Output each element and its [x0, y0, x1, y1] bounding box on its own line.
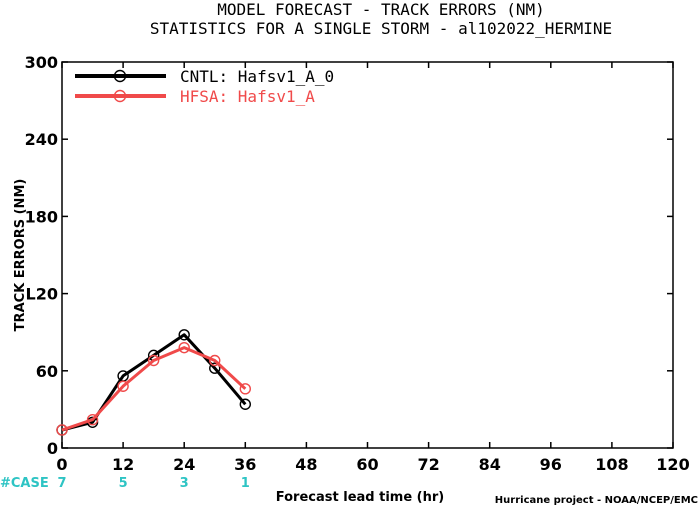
series-2-point — [56, 424, 68, 436]
series-2-point — [239, 383, 252, 395]
x-tick-label: 48 — [295, 455, 317, 474]
legend-entry-2: HFSA: Hafsv1_A — [180, 87, 315, 106]
series-2-point — [117, 380, 129, 392]
x-tick-label: 120 — [656, 455, 689, 474]
case-count: 5 — [119, 476, 128, 491]
series-1-point — [209, 362, 221, 374]
y-tick-label: 60 — [36, 362, 58, 381]
series-1-point — [178, 329, 190, 341]
plot-border — [61, 61, 674, 449]
x-tick-label: 96 — [540, 455, 562, 474]
x-tick-label: 12 — [112, 455, 134, 474]
case-counts: 7 5 3 1 — [57, 476, 249, 491]
y-axis: 0 60 L20 180 240 300 — [25, 53, 673, 458]
x-tick-label: 60 — [356, 455, 378, 474]
case-label: #CASE — [0, 476, 49, 491]
x-axis: 0 12 24 36 48 60 72 84 96 108 120 — [56, 62, 690, 474]
x-tick-label: 0 — [56, 455, 67, 474]
series-2-point — [147, 354, 160, 367]
y-tick-label: L20 — [26, 285, 58, 304]
case-count: 7 — [57, 476, 66, 491]
chart-title: MODEL FORECAST - TRACK ERRORS (NM) — [217, 0, 545, 19]
x-tick-label: 72 — [417, 455, 439, 474]
series-2-point — [209, 354, 221, 367]
series-2-point — [178, 341, 190, 354]
x-tick-label: 24 — [173, 455, 195, 474]
legend-marker-1 — [113, 69, 127, 83]
chart-subtitle: STATISTICS FOR A SINGLE STORM - al102022… — [150, 19, 612, 38]
x-tick-label: 84 — [479, 455, 501, 474]
y-axis-label: TRACK ERRORS (NM) — [13, 179, 28, 332]
case-count: 3 — [180, 476, 189, 491]
series-line-2 — [61, 346, 247, 432]
y-tick-label: 180 — [25, 207, 58, 226]
case-count: 1 — [241, 476, 250, 491]
legend-entry-1: CNTL: Hafsv1_A_0 — [180, 67, 334, 86]
series-layer — [56, 329, 252, 436]
legend-marker-2 — [113, 89, 127, 103]
y-tick-label: 0 — [47, 439, 58, 458]
series-1-point — [239, 398, 252, 410]
x-tick-label: 36 — [234, 455, 256, 474]
y-tick-label: 240 — [25, 130, 58, 149]
x-axis-label: Forecast lead time (hr) — [276, 490, 444, 505]
series-2-point — [86, 413, 99, 426]
plot-area — [61, 61, 674, 449]
y-tick-label: 300 — [25, 53, 58, 72]
footer-credit: Hurricane project - NOAA/NCEP/EMC — [495, 495, 698, 506]
x-tick-label: 108 — [595, 455, 628, 474]
